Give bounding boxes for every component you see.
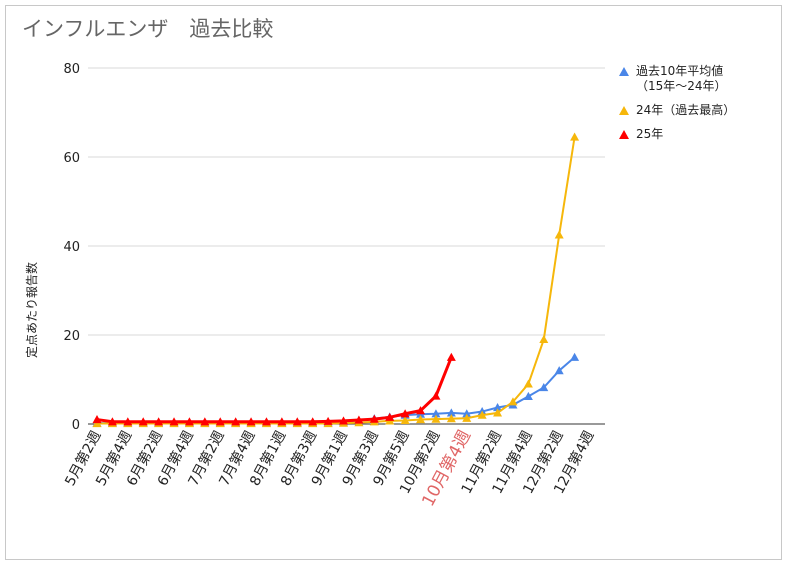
data-point <box>215 417 225 426</box>
series-line <box>97 356 576 425</box>
data-point <box>462 413 472 422</box>
series-line <box>97 136 576 425</box>
data-point <box>416 415 426 424</box>
data-point <box>523 379 533 388</box>
data-point <box>92 415 102 424</box>
data-point <box>477 410 487 419</box>
data-point <box>200 417 210 426</box>
data-point <box>246 417 256 426</box>
data-point <box>539 383 549 392</box>
y-tick-label: 0 <box>72 418 80 433</box>
data-point <box>308 417 318 426</box>
legend-item: 25年 <box>618 127 735 142</box>
data-point <box>400 415 410 425</box>
data-point <box>323 416 333 425</box>
data-point <box>446 414 456 423</box>
legend-marker <box>619 67 629 76</box>
series-line <box>96 356 453 424</box>
data-point <box>570 352 580 361</box>
y-tick-label: 80 <box>63 62 80 77</box>
chart-title: インフルエンザ 過去比較 <box>22 17 273 41</box>
legend-marker <box>619 130 629 139</box>
y-axis-label: 定点あたり報告数 <box>24 262 39 358</box>
data-point <box>339 416 348 425</box>
data-point <box>431 391 441 400</box>
data-point <box>231 417 241 426</box>
data-point <box>493 408 503 417</box>
data-point <box>400 409 410 418</box>
data-point <box>554 366 564 375</box>
legend-symbol <box>619 106 629 115</box>
data-point <box>292 417 302 426</box>
data-point <box>570 132 580 141</box>
legend-label: 過去10年平均値 （15年〜24年） <box>636 64 727 93</box>
data-point <box>431 414 441 423</box>
chart-frame <box>5 5 782 560</box>
data-point <box>277 417 287 426</box>
data-point <box>539 334 549 344</box>
legend-item: 24年（過去最高） <box>618 103 735 118</box>
data-point <box>416 406 426 415</box>
data-point <box>184 417 194 426</box>
data-point <box>446 408 456 417</box>
legend-symbol <box>619 130 629 139</box>
legend-item: 過去10年平均値 （15年〜24年） <box>618 64 735 94</box>
data-point <box>169 417 179 426</box>
data-point <box>354 415 364 424</box>
legend: 過去10年平均値 （15年〜24年） 24年（過去最高） 25年 <box>618 64 735 151</box>
data-point <box>508 397 518 406</box>
data-point <box>446 352 456 361</box>
legend-symbol <box>619 67 629 76</box>
data-point <box>523 391 533 401</box>
data-point <box>431 409 441 418</box>
data-point <box>493 403 503 412</box>
legend-label: 24年（過去最高） <box>636 103 736 117</box>
y-tick-label: 40 <box>63 240 80 255</box>
data-point <box>107 417 117 426</box>
legend-marker <box>619 106 629 115</box>
legend-label: 25年 <box>636 127 664 141</box>
y-tick-label: 60 <box>63 151 80 166</box>
y-tick-label: 20 <box>63 329 80 344</box>
data-point <box>261 417 271 426</box>
data-point <box>154 417 164 426</box>
data-point <box>462 409 472 418</box>
data-point <box>554 230 564 239</box>
data-point <box>369 414 379 423</box>
data-point <box>138 417 148 426</box>
data-point <box>385 412 395 421</box>
data-point <box>123 417 133 426</box>
